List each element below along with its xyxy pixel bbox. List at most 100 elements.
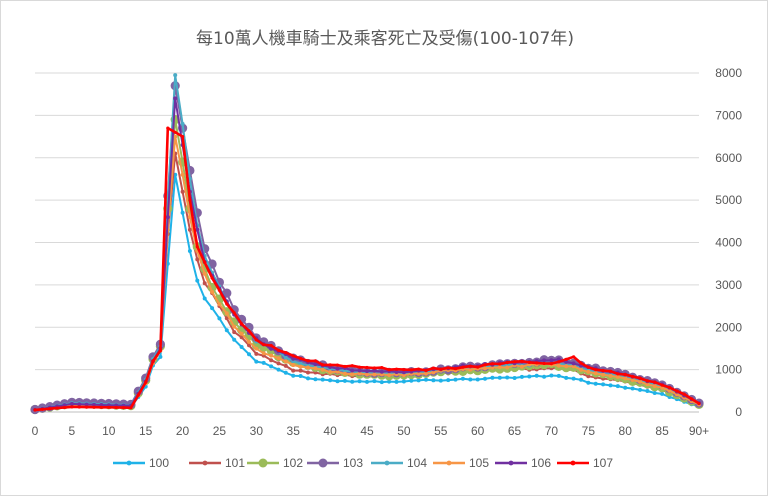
data-point bbox=[372, 366, 376, 370]
legend-item-101: 101 bbox=[189, 456, 245, 470]
data-point bbox=[165, 215, 170, 220]
data-point bbox=[269, 353, 274, 358]
data-point bbox=[313, 362, 318, 367]
data-point bbox=[261, 360, 266, 365]
data-point bbox=[490, 375, 495, 380]
data-point bbox=[187, 215, 192, 220]
data-point bbox=[653, 380, 657, 384]
data-point bbox=[446, 378, 451, 383]
data-point bbox=[313, 359, 317, 363]
data-point bbox=[549, 358, 554, 363]
data-point bbox=[158, 349, 162, 353]
data-point bbox=[564, 364, 569, 369]
data-point bbox=[586, 369, 591, 374]
x-tick-label: 0 bbox=[32, 424, 39, 438]
data-point bbox=[77, 405, 81, 409]
data-point bbox=[107, 405, 111, 409]
data-point bbox=[291, 363, 296, 367]
data-point bbox=[608, 383, 613, 388]
data-point bbox=[357, 371, 362, 376]
series-line bbox=[34, 97, 700, 411]
data-point bbox=[557, 360, 561, 364]
data-point bbox=[232, 330, 237, 335]
data-point bbox=[527, 360, 531, 364]
data-point bbox=[335, 369, 340, 374]
data-point bbox=[616, 372, 620, 376]
data-point bbox=[630, 378, 635, 382]
data-point bbox=[313, 366, 318, 371]
data-point bbox=[306, 359, 310, 363]
data-point bbox=[55, 406, 59, 410]
data-point bbox=[298, 368, 303, 373]
y-tick-label: 4000 bbox=[715, 236, 742, 250]
x-tick-label: 45 bbox=[360, 424, 374, 438]
data-point bbox=[483, 376, 487, 381]
data-point bbox=[306, 370, 310, 375]
grid-lines bbox=[35, 72, 699, 413]
data-point bbox=[283, 363, 288, 368]
data-point bbox=[490, 365, 495, 370]
data-point bbox=[527, 374, 532, 379]
data-point bbox=[342, 378, 347, 383]
data-point bbox=[682, 392, 686, 396]
data-point bbox=[62, 403, 67, 408]
data-point bbox=[365, 372, 369, 377]
legend-label: 104 bbox=[407, 456, 427, 470]
data-point bbox=[638, 387, 642, 392]
x-tick-label: 80 bbox=[619, 424, 633, 438]
data-point bbox=[645, 379, 650, 383]
data-point bbox=[217, 302, 222, 307]
data-point bbox=[409, 378, 414, 383]
data-point bbox=[313, 377, 318, 382]
data-point bbox=[254, 346, 259, 351]
data-point bbox=[283, 370, 288, 375]
data-point bbox=[690, 397, 694, 401]
data-point bbox=[365, 365, 369, 370]
data-point bbox=[247, 339, 251, 344]
data-point bbox=[299, 356, 303, 361]
data-point bbox=[269, 364, 274, 369]
legend-swatch-marker bbox=[446, 460, 452, 466]
y-tick-label: 2000 bbox=[715, 320, 742, 334]
x-tick-label: 15 bbox=[139, 424, 153, 438]
data-point bbox=[92, 402, 96, 407]
data-point bbox=[276, 367, 281, 372]
data-point bbox=[321, 363, 325, 367]
legend-item-106: 106 bbox=[495, 456, 551, 470]
data-point bbox=[166, 126, 170, 130]
legend-swatch-marker bbox=[258, 458, 268, 468]
data-point bbox=[571, 364, 576, 369]
data-point bbox=[306, 376, 310, 381]
data-point bbox=[144, 380, 148, 384]
data-point bbox=[505, 360, 509, 365]
data-point bbox=[542, 374, 547, 379]
data-point bbox=[431, 378, 436, 383]
data-point bbox=[195, 257, 200, 262]
y-tick-label: 5000 bbox=[715, 193, 742, 207]
x-tick-label: 90+ bbox=[689, 424, 709, 438]
data-point bbox=[92, 405, 96, 409]
data-point bbox=[350, 372, 355, 377]
data-point bbox=[202, 271, 207, 276]
data-point bbox=[652, 391, 657, 395]
data-point bbox=[424, 377, 428, 382]
data-point bbox=[284, 351, 288, 355]
chart-title: 每10萬人機車騎士及乘客死亡及受傷(100-107年) bbox=[196, 29, 574, 49]
data-point bbox=[291, 356, 296, 361]
data-point bbox=[424, 371, 428, 376]
data-point bbox=[497, 375, 502, 380]
data-point bbox=[247, 352, 251, 357]
data-point bbox=[431, 366, 435, 370]
data-point bbox=[417, 367, 421, 371]
data-point bbox=[283, 359, 288, 364]
data-point bbox=[519, 374, 524, 379]
x-tick-label: 85 bbox=[655, 424, 669, 438]
data-point bbox=[357, 379, 362, 384]
data-point bbox=[254, 338, 258, 342]
data-point bbox=[328, 370, 333, 375]
data-point bbox=[187, 249, 192, 253]
data-point bbox=[505, 365, 510, 370]
data-point bbox=[210, 276, 214, 280]
data-point bbox=[276, 348, 281, 352]
